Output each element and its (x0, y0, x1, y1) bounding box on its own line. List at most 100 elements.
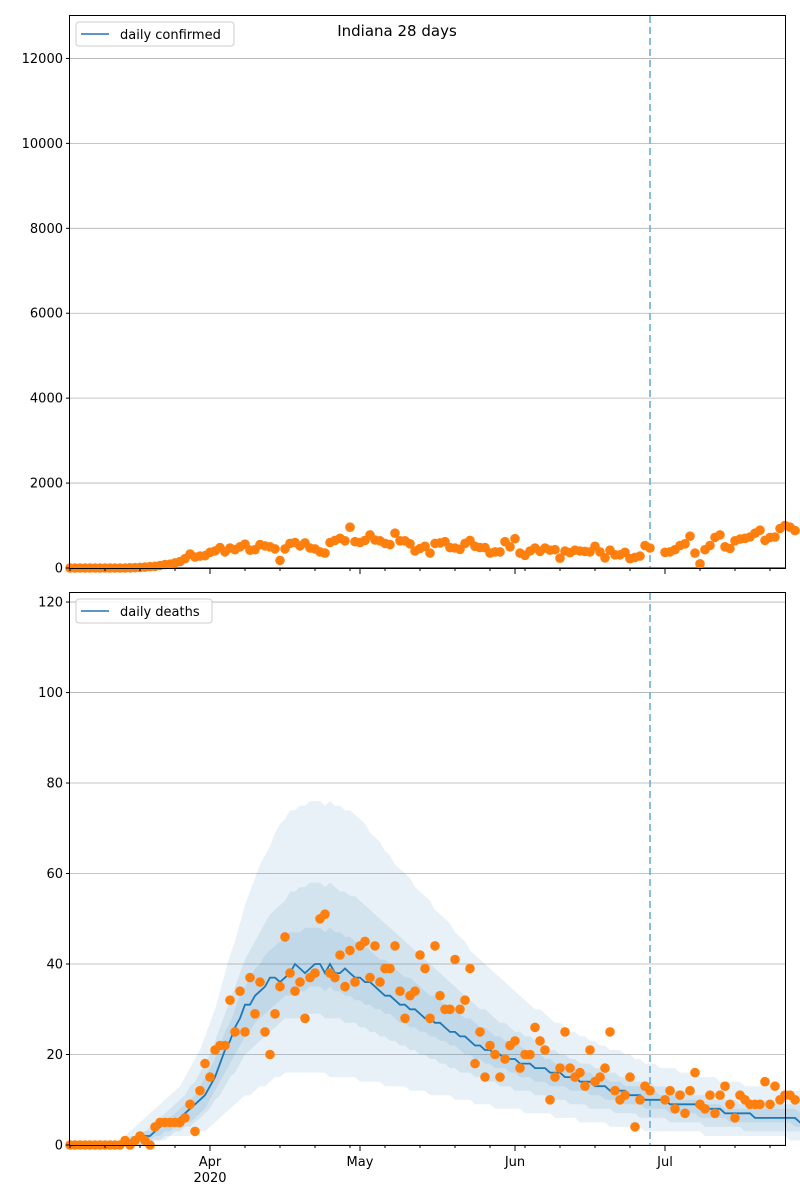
y-tick-label: 0 (55, 1139, 63, 1154)
x-axis (69, 568, 771, 574)
observed-point (270, 544, 280, 554)
y-gridlines (70, 58, 785, 569)
observed-point (695, 559, 705, 569)
y-axis: 0 20 40 60 80 100 120 (38, 596, 70, 1154)
y-tick-label: 8000 (30, 222, 63, 237)
y-tick-label: 20 (46, 1048, 63, 1063)
observed-point (320, 548, 330, 558)
observed-point (395, 986, 405, 996)
observed-point (370, 941, 380, 951)
y-tick-label: 120 (38, 596, 63, 611)
observed-point (555, 1063, 565, 1073)
observed-point (405, 539, 415, 549)
observed-point (345, 945, 355, 956)
observed-point (790, 525, 800, 536)
observed-point (350, 977, 360, 987)
observed-point (420, 541, 430, 552)
legend: daily deaths (75, 598, 213, 624)
observed-point (290, 986, 300, 996)
observed-point (710, 1108, 720, 1119)
observed-point (475, 1027, 485, 1037)
observed-point (725, 1099, 735, 1110)
observed-point (720, 1081, 730, 1091)
observed-point (515, 1063, 525, 1073)
x-tick-label: Jun (504, 1155, 525, 1170)
x-tick-sublabel: 2020 (193, 1171, 226, 1186)
observed-point (610, 1085, 620, 1096)
x-tick-label: Apr (199, 1155, 222, 1170)
observed-point (310, 968, 320, 978)
observed-point (375, 977, 385, 987)
observed-point (390, 528, 400, 538)
observed-point (675, 1090, 685, 1100)
y-tick-label: 2000 (30, 477, 63, 492)
observed-point (385, 539, 395, 550)
observed-point (770, 532, 780, 542)
x-tick-label: May (347, 1155, 374, 1170)
observed-point (605, 1027, 615, 1037)
band-outer (70, 801, 800, 1145)
observed-point (525, 1049, 535, 1060)
observed-point (790, 1095, 800, 1105)
observed-point (385, 963, 395, 974)
observed-point (600, 1063, 610, 1073)
observed-point (485, 1040, 495, 1051)
observed-point (575, 1067, 585, 1078)
observed-point (220, 1040, 230, 1051)
observed-point (495, 1072, 505, 1082)
observed-point (365, 972, 375, 983)
observed-point (660, 1095, 670, 1105)
observed-point (555, 553, 565, 563)
y-axis: 0 2000 4000 6000 8000 10000 12000 (22, 52, 70, 577)
plot-frame (69, 15, 786, 569)
observed-point (470, 1058, 480, 1069)
observed-point (705, 540, 715, 551)
y-tick-label: 4000 (30, 392, 63, 407)
y-tick-label: 80 (46, 777, 63, 792)
observed-point (510, 533, 520, 544)
observed-point (295, 977, 305, 987)
observed-point (505, 542, 515, 552)
y-tick-label: 6000 (30, 307, 63, 322)
observed-points (65, 909, 800, 1150)
observed-point (425, 548, 435, 558)
observed-point (390, 941, 400, 951)
observed-point (620, 1090, 630, 1100)
observed-point (700, 1104, 710, 1114)
observed-point (225, 995, 235, 1005)
observed-point (645, 1085, 655, 1096)
observed-point (460, 995, 470, 1005)
y-tick-label: 10000 (22, 137, 63, 152)
observed-point (320, 909, 330, 919)
observed-point (335, 950, 345, 960)
observed-point (680, 539, 690, 549)
figure-title: Indiana 28 days (337, 22, 457, 40)
observed-point (195, 1085, 205, 1096)
observed-point (285, 968, 295, 978)
observed-point (585, 1045, 595, 1055)
observed-point (400, 1013, 410, 1024)
observed-point (685, 1085, 695, 1096)
observed-point (715, 1090, 725, 1100)
observed-point (410, 986, 420, 996)
observed-point (235, 986, 245, 996)
observed-point (180, 1113, 190, 1123)
observed-point (765, 1099, 775, 1110)
observed-point (635, 1095, 645, 1105)
observed-point (480, 1072, 490, 1082)
y-tick-label: 0 (55, 562, 63, 577)
observed-point (600, 553, 610, 563)
observed-point (425, 1013, 435, 1024)
observed-point (635, 551, 645, 561)
observed-point (265, 1049, 275, 1060)
observed-point (450, 954, 460, 965)
legend-box (75, 21, 235, 47)
observed-point (255, 977, 265, 987)
observed-point (415, 950, 425, 960)
observed-point (580, 1081, 590, 1091)
observed-point (565, 1063, 575, 1073)
observed-point (540, 1045, 550, 1055)
observed-point (625, 1072, 635, 1082)
